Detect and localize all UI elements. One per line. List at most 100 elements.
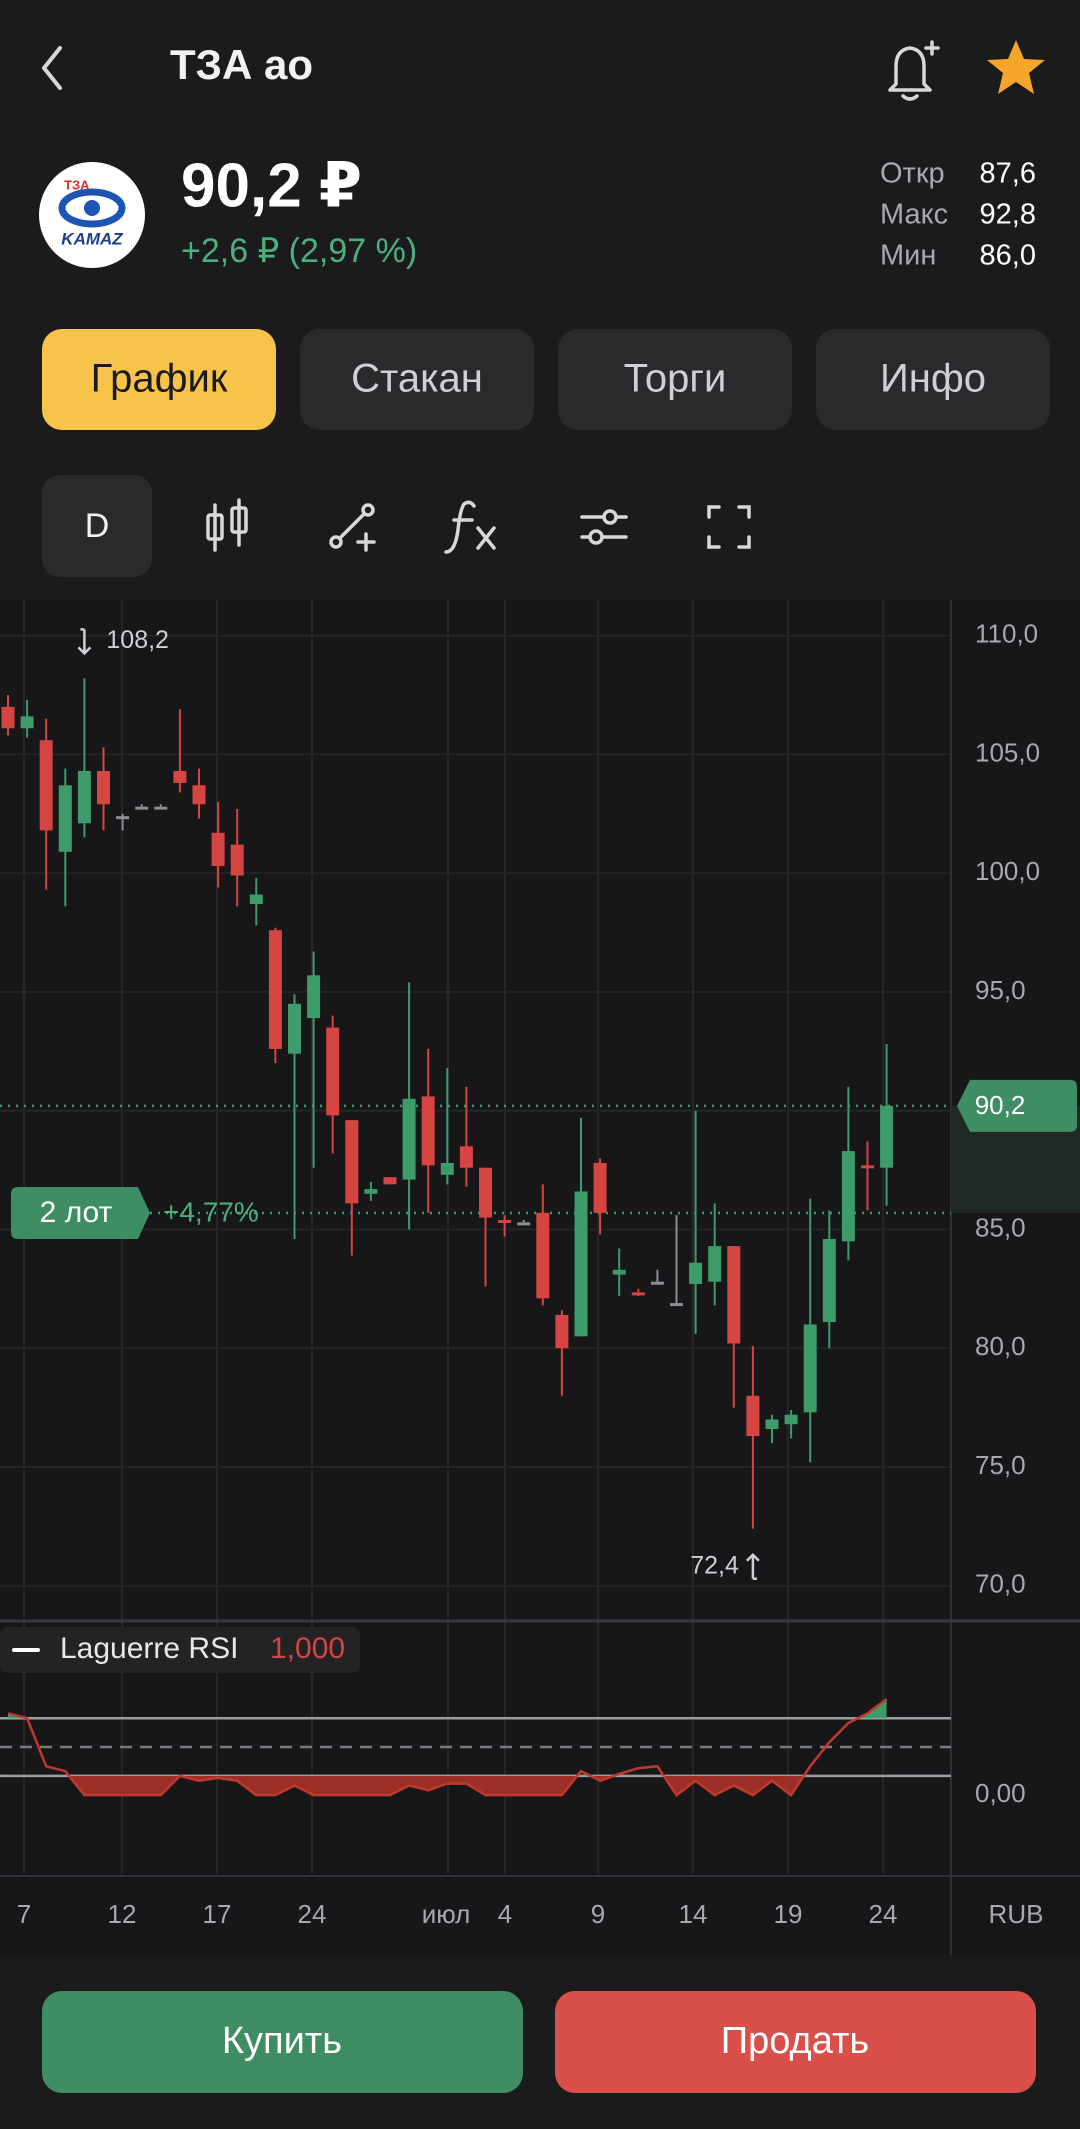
tab[interactable] — [816, 329, 1050, 430]
y-tick-label: 80,0 — [975, 1331, 1026, 1361]
indicator-name: Laguerre RSI — [60, 1632, 238, 1665]
last-price-badge — [957, 1079, 1077, 1132]
candle-body — [326, 1027, 340, 1116]
candle-type-button[interactable] — [206, 498, 248, 552]
price-change: +2,6 ₽ (2,97 %) — [181, 232, 417, 270]
candle-body — [593, 1162, 607, 1213]
icon-plus — [356, 532, 376, 552]
tabs: График Стакан Торги Инфо — [42, 329, 1050, 430]
candle-body — [861, 1165, 874, 1169]
y-tick-label: 110,0 — [975, 619, 1038, 649]
candle-body — [555, 1314, 569, 1349]
candle-body — [440, 1162, 454, 1175]
y-tick-label: 100,0 — [975, 856, 1040, 886]
icon-body — [206, 513, 224, 541]
candle-body — [479, 1167, 492, 1218]
candle-body — [230, 844, 244, 876]
tab[interactable] — [558, 329, 792, 430]
back-button[interactable] — [42, 46, 62, 90]
stats: Откр 87,6 Макс 92,8 Мин 86,0 — [880, 158, 1036, 272]
icon-corners — [707, 505, 751, 549]
sell-label: Продать — [721, 2020, 869, 2062]
favorite-star[interactable] — [987, 40, 1045, 94]
icon-x — [476, 526, 496, 550]
tab-label: График — [91, 357, 228, 401]
candle-body — [670, 1303, 683, 1307]
interval-label: D — [85, 507, 110, 545]
indicator-chip[interactable] — [0, 1627, 360, 1673]
bell-clapper — [901, 94, 919, 101]
candle-body — [249, 894, 263, 905]
buy-button[interactable] — [42, 1991, 523, 2093]
indicator-line — [7, 1697, 888, 1797]
bell-icon — [888, 46, 932, 92]
candle-body — [97, 771, 110, 805]
plus-icon — [924, 40, 940, 56]
tab-label: Инфо — [880, 357, 986, 401]
candle-body — [268, 930, 282, 1049]
settings-button[interactable] — [580, 509, 628, 545]
min-label: 72,4 — [690, 1551, 739, 1579]
fullscreen-button[interactable] — [707, 505, 751, 549]
candle-body — [58, 785, 72, 852]
x-tick-label: 24 — [869, 1899, 898, 1929]
candle-body — [345, 1120, 359, 1204]
logo-ring — [58, 188, 126, 228]
position-change: +4,77% — [163, 1196, 259, 1227]
indicator-value: 1,000 — [270, 1632, 345, 1665]
candle-body — [39, 740, 53, 831]
x-tick-label: июл — [422, 1899, 471, 1929]
x-tick-label: 9 — [591, 1899, 605, 1929]
candle-body — [20, 716, 34, 729]
x-tick-label: 19 — [774, 1899, 803, 1929]
interval-button[interactable] — [42, 475, 152, 577]
icon-body — [230, 506, 248, 534]
candle-body — [288, 1003, 301, 1054]
stat-label: Макс — [880, 199, 948, 231]
alert-button[interactable] — [888, 40, 940, 101]
chart: 7 12 17 24 июл 4 9 14 19 24 RUB 110,0 105,0 100,0 95,0… — [0, 600, 1080, 1955]
max-arrow — [77, 628, 92, 656]
company-logo: ТЗА KAMAZ — [39, 162, 145, 268]
indicator-tick-label: 0,00 — [975, 1778, 1026, 1808]
candle-body — [173, 771, 187, 783]
header-title: ТЗА ао — [170, 41, 313, 88]
candle-body — [822, 1238, 836, 1323]
icon-node — [361, 503, 375, 517]
candle-body — [459, 1146, 473, 1168]
x-tick-label: 7 — [17, 1899, 31, 1929]
tab[interactable] — [42, 329, 276, 430]
logo-bottom-text: KAMAZ — [61, 229, 123, 248]
draw-tool-button[interactable] — [329, 503, 376, 552]
icon-knob — [588, 529, 604, 545]
max-label: 108,2 — [106, 626, 169, 654]
y-tick-label: 70,0 — [975, 1569, 1026, 1599]
tab[interactable] — [300, 329, 534, 430]
candle-body — [765, 1419, 779, 1429]
stat-value: 92,8 — [980, 199, 1036, 231]
position-label: 2 лот — [40, 1196, 113, 1229]
currency-label: RUB — [989, 1899, 1044, 1929]
candle-body — [307, 975, 321, 1019]
min-arrow — [746, 1552, 760, 1580]
last-price-label: 90,2 — [975, 1090, 1026, 1120]
tab-label: Стакан — [351, 357, 483, 401]
logo-top-text: ТЗА — [64, 177, 90, 192]
candle-body — [841, 1151, 855, 1242]
stat-value: 87,6 — [980, 158, 1036, 190]
candle-body — [574, 1191, 588, 1337]
stat-label: Откр — [880, 158, 945, 190]
stat-value: 86,0 — [980, 240, 1036, 272]
indicators-button[interactable] — [444, 500, 496, 554]
candle-body — [77, 771, 91, 824]
candle-body — [727, 1246, 741, 1344]
candle-body — [402, 1098, 416, 1180]
candle-body — [612, 1269, 626, 1275]
candle-body — [135, 806, 149, 810]
position-badge[interactable] — [11, 1187, 150, 1239]
candle-body — [880, 1105, 894, 1168]
icon-node — [329, 535, 343, 549]
candle-body — [192, 785, 206, 805]
candle-body — [1, 706, 15, 729]
sell-button[interactable] — [555, 1991, 1036, 2093]
